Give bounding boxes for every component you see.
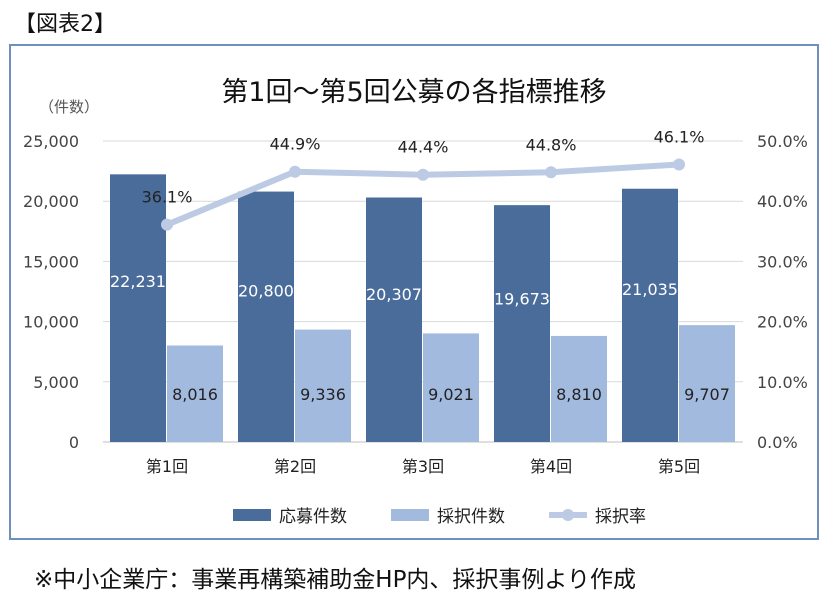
x-tick-label: 第4回 [530,457,572,476]
y2-tick-label: 30.0% [757,252,808,271]
chart-title: 第1回～第5回公募の各指標推移 [221,77,606,108]
y2-tick-label: 20.0% [757,313,808,332]
y-tick-label: 20,000 [23,192,79,211]
line-value-label: 44.9% [270,135,321,154]
y-tick-label: 25,000 [23,132,79,151]
y-axis-label: （件数） [39,98,99,116]
bar-applications-value-label: 21,035 [622,280,678,299]
bar-applications-value-label: 22,231 [110,272,166,291]
line-value-label: 46.1% [654,127,705,146]
y2-tick-label: 50.0% [757,132,808,151]
bar-adoptions [423,333,479,442]
bar-applications [494,205,550,442]
line-value-label: 44.8% [526,135,577,154]
legend-label: 応募件数 [279,507,347,527]
bar-adoptions-value-label: 8,810 [556,385,602,404]
y-tick-label: 10,000 [23,313,79,332]
bar-applications [366,197,422,442]
bar-applications-value-label: 20,800 [238,282,294,301]
y-tick-label: 15,000 [23,252,79,271]
bar-applications [238,191,294,442]
bar-applications [622,188,678,442]
figure-label: 【図表2】 [14,12,116,37]
y2-tick-label: 0.0% [757,433,798,452]
bar-adoptions [679,325,735,442]
legend-label: 採択件数 [437,507,505,527]
line-point-adoption-rate [545,166,557,179]
bar-adoptions-value-label: 8,016 [172,385,218,404]
bar-adoptions [167,345,223,442]
chart-frame: 第1回～第5回公募の各指標推移 （件数） 0 5,000 10,000 15,000 20,… [9,44,819,540]
line-point-adoption-rate [161,218,173,231]
y2-tick-label: 10.0% [757,373,808,392]
line-value-label: 44.4% [398,138,449,157]
x-tick-label: 第1回 [146,457,188,476]
legend-swatch [391,509,429,521]
line-point-adoption-rate [289,165,301,178]
y2-tick-label: 40.0% [757,192,808,211]
bar-applications-value-label: 20,307 [366,285,422,304]
legend-swatch-marker [562,509,574,521]
bar-adoptions-value-label: 9,707 [684,385,730,404]
combo-chart: 第1回～第5回公募の各指標推移 （件数） 0 5,000 10,000 15,000 20,… [23,77,808,527]
x-tick-label: 第5回 [658,457,700,476]
y-tick-label: 5,000 [33,373,79,392]
x-tick-label: 第2回 [274,457,316,476]
bar-applications [110,174,166,443]
bar-adoptions-value-label: 9,336 [300,385,346,404]
bar-adoptions-value-label: 9,021 [428,385,474,404]
legend-label: 採択率 [595,507,646,527]
source-note: ※中小企業庁：事業再構築補助金HP内、採択事例より作成 [34,567,636,593]
bar-adoptions [551,335,607,442]
bar-adoptions [295,329,351,442]
line-point-adoption-rate [673,158,685,171]
line-point-adoption-rate [417,168,429,181]
y-tick-label: 0 [69,433,79,452]
x-tick-label: 第3回 [402,457,444,476]
line-value-label: 36.1% [142,188,193,207]
bar-applications-value-label: 19,673 [494,290,550,309]
legend-swatch [233,509,271,521]
